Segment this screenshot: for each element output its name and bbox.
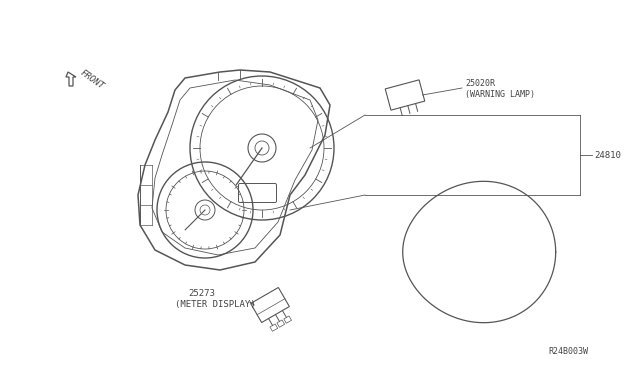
Text: 25020R: 25020R [465, 80, 495, 89]
Text: (WARNING LAMP): (WARNING LAMP) [465, 90, 535, 99]
Text: (METER DISPLAY): (METER DISPLAY) [175, 299, 255, 308]
Text: 25273: 25273 [188, 289, 215, 298]
Text: FRONT: FRONT [78, 68, 105, 92]
Text: R24B003W: R24B003W [548, 347, 588, 356]
Text: 24810: 24810 [594, 151, 621, 160]
